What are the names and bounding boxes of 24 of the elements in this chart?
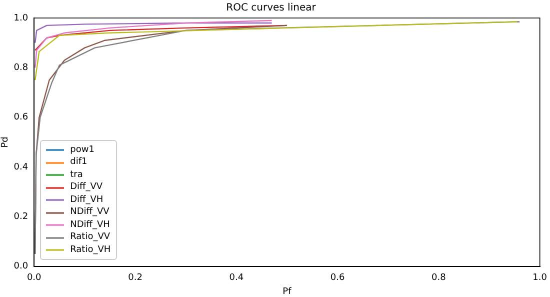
x-tick-label: 0.0	[26, 273, 42, 284]
legend-label: Diff_VV	[70, 181, 103, 194]
y-tick-label: 1.0	[14, 13, 28, 24]
x-tick-label: 0.2	[128, 273, 142, 284]
x-tick-label: 0.8	[432, 273, 446, 284]
y-axis-title: Pd	[0, 136, 11, 148]
y-tick-label: 0.4	[14, 162, 28, 172]
legend-label: NDiff_VH	[70, 218, 110, 232]
x-tick-label: 0.4	[229, 273, 244, 284]
y-tick-label: 0.2	[14, 212, 28, 222]
x-tick-label: 1.0	[532, 273, 548, 284]
legend-label: pow1	[70, 144, 94, 156]
y-tick-label: 0.0	[14, 262, 28, 272]
legend-label: Diff_VH	[70, 194, 104, 206]
x-axis-title: Pf	[282, 286, 292, 297]
legend-label: dif1	[70, 156, 88, 169]
legend-label: Ratio_VV	[70, 231, 110, 244]
legend-label: NDiff_VV	[70, 206, 110, 219]
chart-title: ROC curves linear	[226, 2, 317, 14]
legend-label: Ratio_VH	[70, 244, 111, 256]
legend-label: tra	[70, 168, 83, 182]
y-tick-label: 0.6	[14, 112, 28, 123]
x-tick-label: 0.6	[330, 273, 345, 284]
y-tick-label: 0.8	[14, 63, 28, 74]
